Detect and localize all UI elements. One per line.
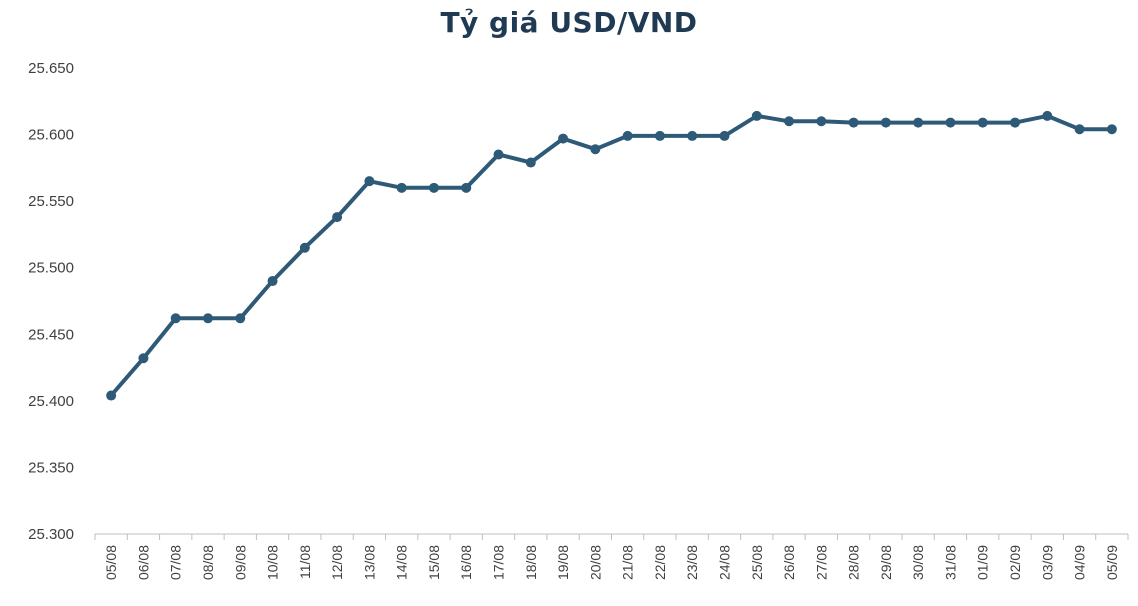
x-tick-label: 26/08: [781, 545, 797, 580]
data-points: [106, 110, 1117, 401]
data-point: [1042, 110, 1053, 121]
y-tick-label: 25.500: [28, 260, 74, 277]
data-point: [1106, 124, 1117, 135]
x-tick-label: 28/08: [846, 545, 862, 580]
x-tick-label: 08/08: [200, 545, 216, 580]
data-point: [558, 133, 569, 144]
x-tick-label: 01/09: [975, 545, 991, 580]
y-tick-label: 25.300: [28, 526, 74, 543]
x-tick-label: 27/08: [813, 545, 829, 580]
data-point: [945, 117, 956, 128]
x-tick-label: 20/08: [587, 545, 603, 580]
x-tick-label: 29/08: [878, 545, 894, 580]
data-point: [267, 276, 278, 287]
x-tick-label: 10/08: [265, 545, 281, 580]
x-tick-label: 03/09: [1039, 545, 1055, 580]
x-tick-label: 31/08: [942, 545, 958, 580]
x-tick-label: 02/09: [1007, 545, 1023, 580]
y-tick-label: 25.350: [28, 459, 74, 476]
series-line: [109, 113, 1112, 397]
x-tick-label: 25/08: [749, 545, 765, 580]
data-point: [816, 116, 827, 127]
x-tick-label: 23/08: [684, 545, 700, 580]
data-point: [396, 182, 407, 193]
x-axis-ticks: 05/08 06/08 07/08 08/08 09/08 10/08 11/08 12/08…: [94, 534, 1129, 580]
data-point: [138, 353, 149, 364]
y-tick-label: 25.400: [28, 393, 74, 410]
x-tick-label: 30/08: [910, 545, 926, 580]
data-point: [687, 130, 698, 141]
x-tick-label: 24/08: [716, 545, 732, 580]
data-point: [1010, 117, 1021, 128]
y-tick-label: 25.450: [28, 326, 74, 343]
data-point: [461, 182, 472, 193]
y-tick-label: 25.650: [28, 60, 74, 77]
data-point: [170, 313, 181, 324]
x-tick-label: 19/08: [555, 545, 571, 580]
y-tick-label: 25.600: [28, 127, 74, 144]
x-tick-label: 21/08: [620, 545, 636, 580]
data-point: [622, 130, 633, 141]
x-tick-label: 13/08: [361, 545, 377, 580]
data-point: [751, 110, 762, 121]
data-point: [364, 176, 375, 187]
data-point: [784, 116, 795, 127]
data-point: [235, 313, 246, 324]
data-point: [202, 313, 213, 324]
x-tick-label: 16/08: [458, 545, 474, 580]
x-tick-label: 06/08: [135, 545, 151, 580]
x-tick-label: 18/08: [523, 545, 539, 580]
data-point: [428, 182, 439, 193]
y-axis-ticks: 25.300 25.350 25.400 25.450 25.500 25.550 25.6…: [28, 60, 74, 543]
x-tick-label: 05/09: [1104, 545, 1120, 580]
data-point: [525, 157, 536, 168]
data-point: [654, 130, 665, 141]
x-tick-label: 11/08: [297, 545, 313, 579]
x-tick-label: 04/09: [1072, 545, 1088, 580]
chart-title: Tỷ giá USD/VND: [440, 6, 698, 39]
data-point: [590, 144, 601, 155]
x-tick-label: 07/08: [168, 545, 184, 580]
x-tick-label: 05/08: [103, 545, 119, 580]
data-point: [299, 242, 310, 253]
data-point: [880, 117, 891, 128]
data-point: [332, 212, 343, 223]
data-point: [106, 390, 117, 401]
x-tick-label: 12/08: [329, 545, 345, 580]
data-point: [848, 117, 859, 128]
data-point: [977, 117, 988, 128]
x-tick-label: 09/08: [232, 545, 248, 580]
data-point: [719, 130, 730, 141]
x-tick-label: 17/08: [491, 545, 507, 580]
x-tick-label: 14/08: [394, 545, 410, 580]
data-point: [1074, 124, 1085, 135]
x-tick-label: 22/08: [652, 545, 668, 580]
y-tick-label: 25.550: [28, 193, 74, 210]
data-point: [493, 149, 504, 160]
data-point: [913, 117, 924, 128]
x-tick-label: 15/08: [426, 545, 442, 580]
